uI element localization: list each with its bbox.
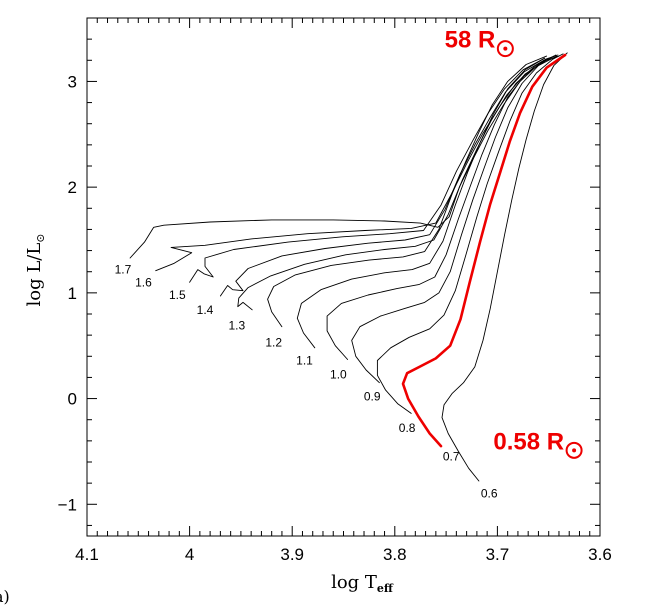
y-tick-label: 1 [68,284,77,303]
track-1.6 [155,55,555,272]
track-1.5 [189,57,546,283]
evolutionary-tracks [129,52,568,482]
x-tick-label: 3.9 [280,545,304,564]
mass-label-1.5: 1.5 [169,288,186,302]
track-1.7 [129,54,557,259]
tick-labels: 4.1 4 3.9 3.8 3.7 3.6 −1 0 1 2 3 [58,72,612,564]
mass-label-1.3: 1.3 [228,319,245,333]
mass-label-1.7: 1.7 [115,263,132,277]
x-tick-label: 3.7 [486,545,510,564]
radius-annotations: 58 R 0.58 R [445,27,583,459]
track-1.0 [326,55,556,360]
mass-label-0.8: 0.8 [399,421,416,435]
track-0.8 [376,53,564,414]
sun-symbol-dot [503,46,508,51]
y-tick-label: 3 [68,72,77,91]
track-0.6 [441,52,568,482]
x-tick-label: 4 [185,545,194,564]
mass-labels: 0.6 0.7 0.8 0.9 1.0 1.1 1.2 1.3 1.4 1.5 1.61.7 [115,263,498,501]
annotation-min-radius: 0.58 R [493,428,564,455]
y-tick-label: 0 [68,390,77,409]
y-tick-label: 2 [68,178,77,197]
plot-frame [86,17,601,537]
x-tick-label: 4.1 [75,545,99,564]
mass-label-1.0: 1.0 [330,367,347,381]
mass-label-1.2: 1.2 [265,336,282,350]
mass-label-0.6: 0.6 [481,487,498,501]
mass-label-1.1: 1.1 [296,354,313,368]
track-1.2 [267,55,548,328]
mass-label-0.9: 0.9 [364,389,381,403]
track-1.3 [237,55,560,311]
mass-label-1.4: 1.4 [197,303,214,317]
panel-label: a) [0,587,10,605]
sun-symbol-icon [565,441,583,459]
sun-symbol-dot [572,448,577,453]
sun-symbol-icon [496,40,514,58]
track-0.7 [401,53,567,448]
track-0.9 [351,55,558,384]
track-1.1 [296,57,546,349]
track-1.4 [219,54,559,297]
y-tick-label: −1 [58,495,77,514]
x-tick-label: 3.6 [588,545,612,564]
axis-ticks [86,17,601,536]
annotation-max-radius: 58 R [445,27,496,54]
mass-label-0.7: 0.7 [443,450,460,464]
y-axis-label: log L/L⊙ [24,233,47,306]
x-axis-label: log Teff [331,572,394,595]
mass-label-1.6: 1.6 [135,275,152,289]
x-tick-label: 3.8 [383,545,407,564]
